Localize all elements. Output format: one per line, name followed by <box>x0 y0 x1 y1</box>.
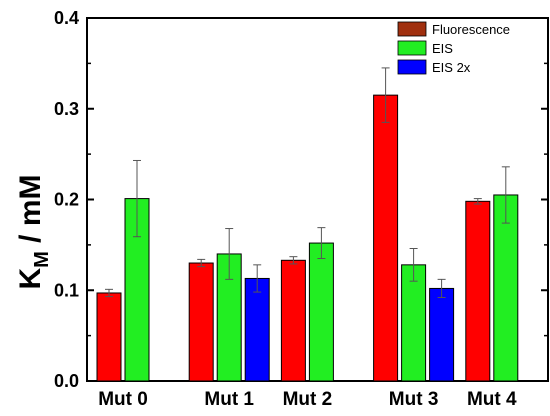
y-tick-label: 0.4 <box>54 8 79 28</box>
y-tick-label: 0.0 <box>54 371 79 391</box>
legend-swatch <box>397 21 427 37</box>
bar-fluorescence <box>373 94 399 382</box>
legend-swatch <box>397 59 427 75</box>
bar-eis <box>308 242 334 382</box>
y-axis-title: KM / mM <box>14 174 53 289</box>
bar-fluorescence <box>188 262 214 382</box>
legend: Fluorescence EIS EIS 2x <box>397 21 510 75</box>
y-tick-label: 0.2 <box>54 190 79 210</box>
x-tick-label: Mut 0 <box>98 389 148 410</box>
bar-eis-2x <box>429 287 455 382</box>
legend-label: EIS 2x <box>432 60 471 75</box>
x-tick-label: Mut 3 <box>389 389 439 410</box>
y-tick-label: 0.3 <box>54 99 79 119</box>
bar-eis-2x <box>244 277 270 382</box>
y-axis-title-sub: M <box>31 251 53 268</box>
bar-fluorescence <box>465 200 491 382</box>
x-tick-label: Mut 2 <box>283 389 333 410</box>
legend-swatch <box>397 40 427 56</box>
bar-fluorescence <box>96 292 122 382</box>
x-tick-label: Mut 4 <box>467 389 517 410</box>
bar-eis <box>401 264 427 382</box>
x-tick-label: Mut 1 <box>204 389 254 410</box>
y-axis-title-rest: / mM <box>14 174 47 251</box>
y-axis-title-main: K <box>14 268 47 290</box>
legend-label: Fluorescence <box>432 22 510 37</box>
plot-area: 0.0 0.1 0.2 0.3 0.4 Mut 0 Mut 1 Mut 2 Mut 3 Mut 4 <box>54 8 549 410</box>
bar-fluorescence <box>280 259 306 382</box>
legend-label: EIS <box>432 41 453 56</box>
svg-text:KM / mM: KM / mM <box>14 174 53 289</box>
y-tick-label: 0.1 <box>54 280 79 300</box>
